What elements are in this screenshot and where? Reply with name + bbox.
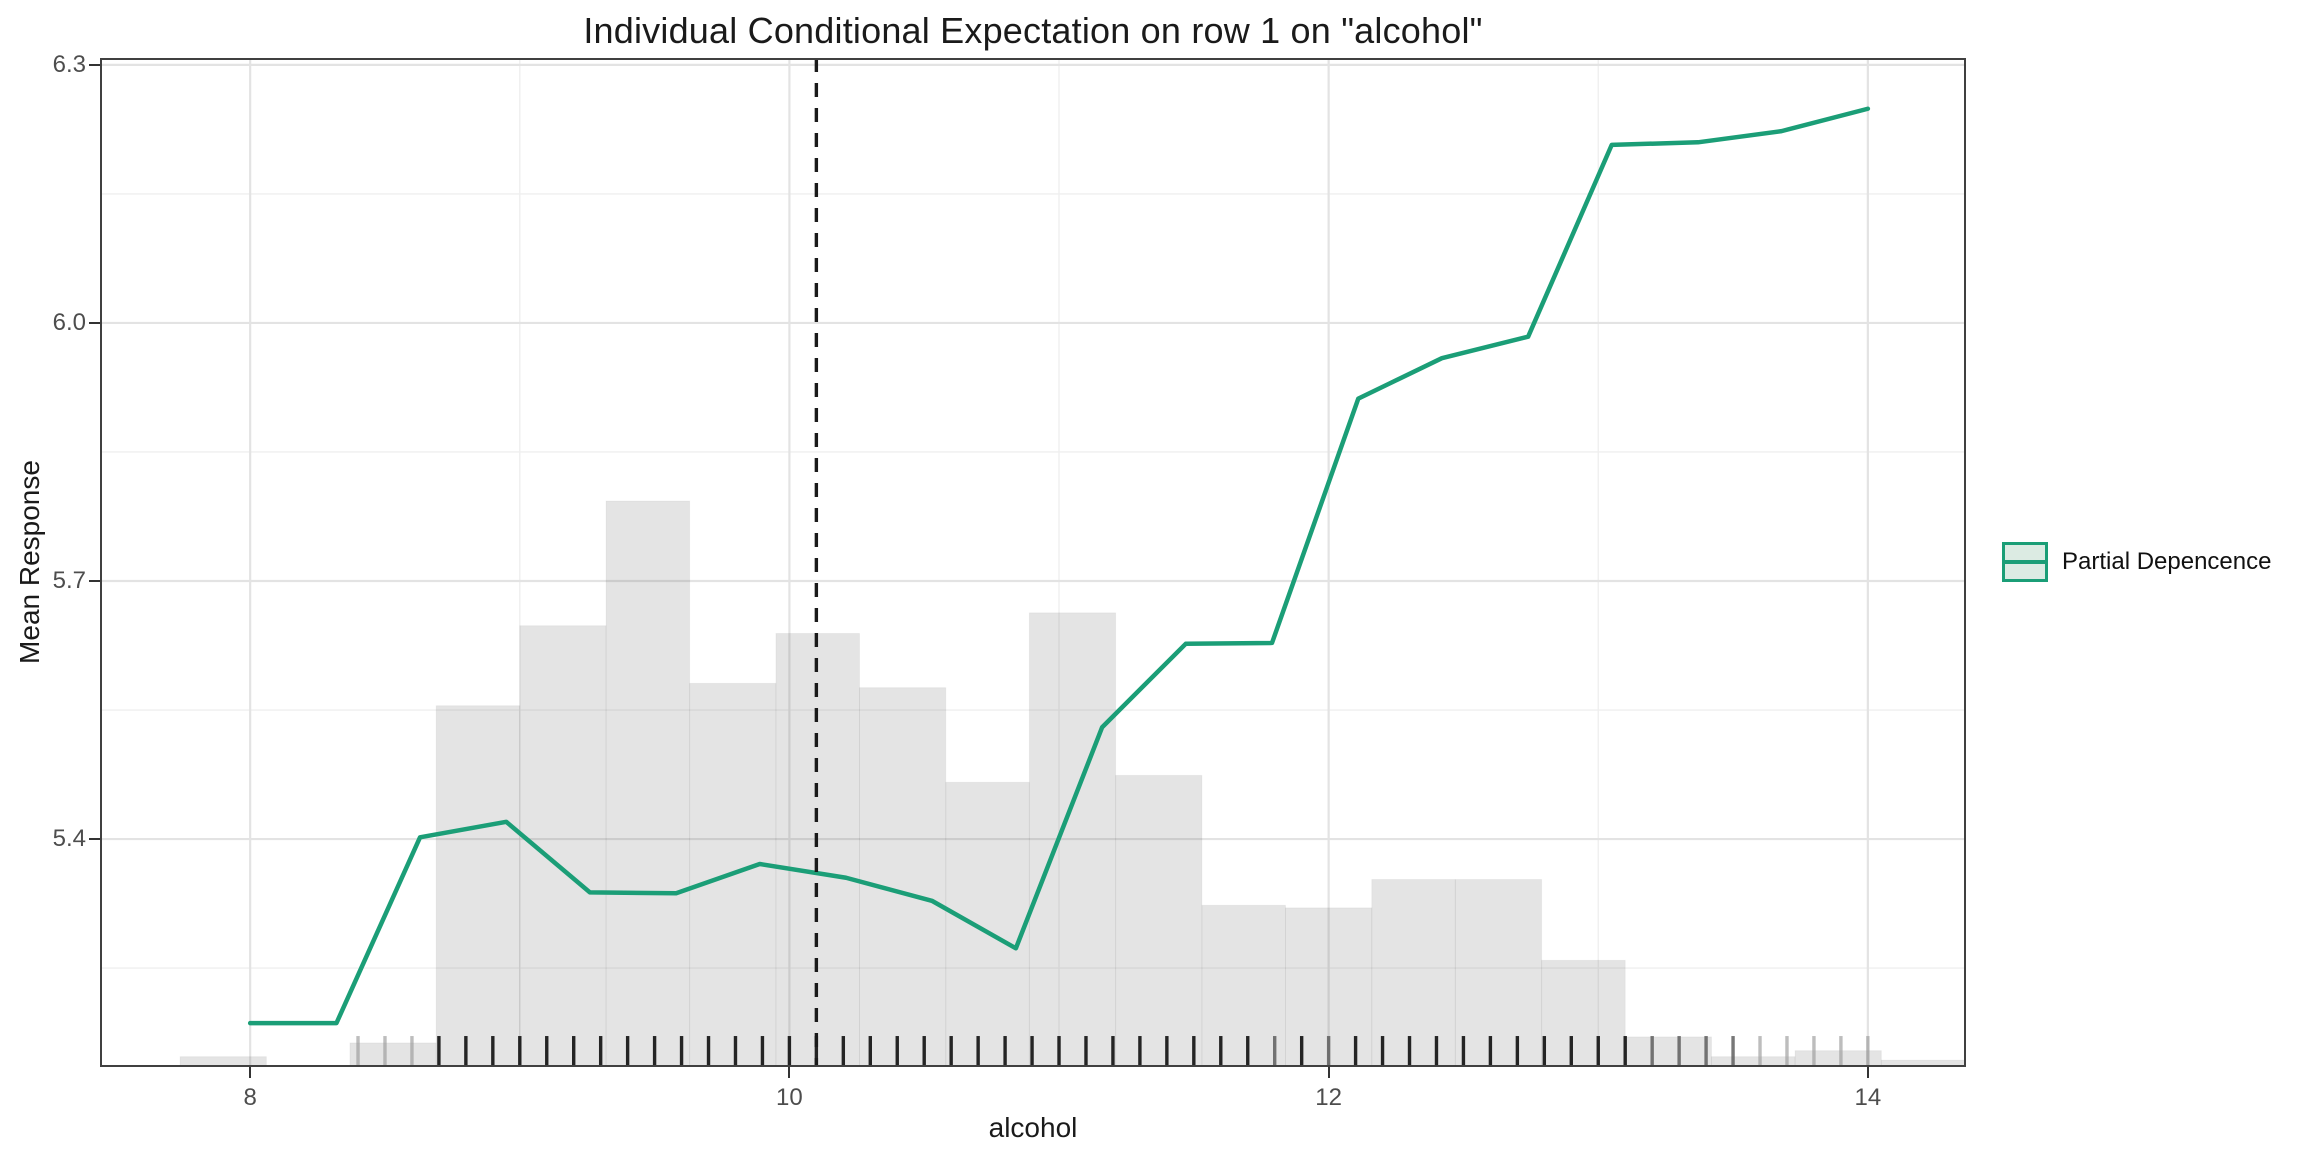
x-tick-label: 12: [1315, 1084, 1342, 1111]
histogram-bar: [945, 781, 1030, 1067]
histogram-bar: [1454, 878, 1543, 1067]
histogram-bar: [1115, 774, 1203, 1067]
legend-key-swatch: [2002, 542, 2048, 582]
y-axis-title: Mean Response: [14, 460, 45, 664]
histogram-bar: [349, 1042, 437, 1067]
y-tick-label: 5.7: [52, 566, 86, 594]
x-axis-title: alcohol: [988, 1112, 1078, 1143]
histogram-bar: [859, 687, 947, 1067]
x-tick-label: 14: [1854, 1084, 1882, 1111]
pdp-line: [247, 106, 1871, 1026]
plot-canvas: [100, 58, 1966, 1067]
y-tick-label: 6.3: [52, 50, 86, 78]
x-tick-mark: [249, 1067, 252, 1078]
x-tick-label: 10: [776, 1084, 803, 1111]
y-tick-mark: [89, 63, 100, 66]
chart-title: Individual Conditional Expectation on ro…: [583, 10, 1483, 51]
plot-panel: [100, 58, 1966, 1067]
y-tick-mark: [89, 837, 100, 841]
x-tick-mark: [1327, 1067, 1330, 1078]
histogram-bar: [435, 705, 521, 1067]
histogram-bar: [1541, 959, 1626, 1067]
legend-key-line-icon: [2005, 560, 2045, 564]
legend: Partial Depencence: [2002, 542, 2271, 582]
y-tick-label: 5.4: [52, 825, 86, 853]
histogram-bar: [605, 500, 691, 1067]
y-tick-mark: [89, 321, 100, 325]
x-tick-label: 8: [243, 1084, 257, 1111]
histogram-bar: [1028, 612, 1117, 1067]
legend-label: Partial Depencence: [2062, 548, 2272, 575]
x-tick-mark: [1866, 1067, 1869, 1078]
histogram-bar: [775, 632, 861, 1067]
histogram-bar: [1201, 904, 1286, 1067]
histogram-bar: [1371, 878, 1456, 1067]
histogram-bar: [1624, 1036, 1712, 1067]
x-tick-mark: [788, 1067, 791, 1078]
panel-border: [100, 58, 1966, 1067]
y-tick-label: 6.0: [52, 308, 86, 336]
y-tick-mark: [89, 579, 100, 583]
